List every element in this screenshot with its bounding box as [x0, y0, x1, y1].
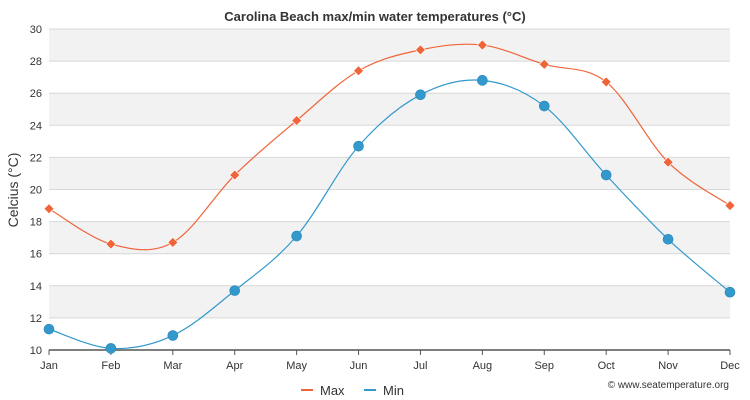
legend-label-min: Min — [383, 383, 404, 398]
x-tick-label: Aug — [473, 360, 493, 372]
legend-item-min[interactable]: Min — [364, 383, 404, 398]
grid-band — [49, 221, 730, 254]
gridlines — [49, 28, 730, 351]
point-max-feb[interactable] — [105, 238, 117, 250]
point-min-dec[interactable] — [724, 286, 736, 298]
grid-band — [49, 93, 730, 126]
y-tick-label: 24 — [30, 120, 42, 132]
x-tick-label: Nov — [658, 360, 678, 372]
point-min-mar[interactable] — [167, 330, 179, 341]
point-min-aug[interactable] — [477, 75, 488, 86]
point-min-jul[interactable] — [415, 89, 426, 101]
x-tick-label: Mar — [163, 360, 182, 372]
point-min-jun[interactable] — [353, 140, 364, 152]
grid-bands — [49, 29, 730, 318]
legend-label-max: Max — [320, 383, 345, 398]
grid-band — [49, 157, 730, 190]
x-tick-label: May — [286, 360, 307, 372]
chart-title: Carolina Beach max/min water temperature… — [224, 9, 525, 24]
x-tick-label: Apr — [226, 360, 243, 372]
y-tick-label: 22 — [30, 152, 42, 164]
point-max-mar[interactable] — [167, 237, 179, 248]
x-tick-label: Jul — [413, 360, 427, 372]
point-max-apr[interactable] — [229, 169, 241, 181]
point-max-dec[interactable] — [724, 200, 736, 211]
point-min-apr[interactable] — [229, 285, 241, 296]
y-tick-label: 28 — [30, 56, 42, 68]
point-max-sep[interactable] — [538, 58, 550, 70]
x-tick-label: Feb — [101, 360, 120, 372]
y-tick-label: 18 — [30, 217, 42, 229]
point-max-jan[interactable] — [43, 203, 55, 215]
grid-band — [49, 29, 730, 62]
x-tick-label: Dec — [720, 360, 740, 372]
y-tick-label: 16 — [30, 249, 42, 261]
legend: Max Min — [301, 383, 404, 398]
y-tick-labels: 10 12 14 16 18 20 22 24 26 28 30 — [30, 24, 42, 357]
x-tick-label: Sep — [534, 360, 554, 372]
point-min-jan[interactable] — [43, 323, 55, 335]
credit-text: © www.seatemperature.org — [608, 380, 729, 391]
y-axis-label: Celcius (°C) — [5, 153, 21, 228]
point-max-oct[interactable] — [600, 76, 612, 88]
series-markers — [43, 39, 736, 354]
point-min-nov[interactable] — [662, 233, 674, 245]
y-tick-label: 12 — [30, 313, 42, 325]
y-tick-label: 30 — [30, 24, 42, 36]
point-max-jun[interactable] — [353, 65, 364, 77]
y-tick-label: 14 — [30, 281, 42, 293]
point-min-sep[interactable] — [538, 100, 550, 112]
x-tick-label: Jun — [350, 360, 368, 372]
y-tick-label: 20 — [30, 185, 42, 197]
y-tick-label: 10 — [30, 345, 42, 357]
series-line-max — [48, 43, 731, 251]
y-tick-label: 26 — [30, 88, 42, 100]
legend-item-max[interactable]: Max — [301, 383, 345, 398]
point-max-may[interactable] — [291, 115, 303, 126]
grid-band — [49, 285, 730, 318]
point-min-may[interactable] — [291, 230, 302, 242]
x-tick-labels: Jan Feb Mar Apr May Jun Jul Aug Sep Oct Nov Dec — [40, 350, 740, 372]
x-tick-label: Oct — [598, 360, 615, 372]
point-max-jul[interactable] — [415, 44, 426, 56]
x-tick-label: Jan — [40, 360, 58, 372]
point-max-aug[interactable] — [476, 39, 488, 51]
point-min-oct[interactable] — [600, 169, 612, 181]
point-max-nov[interactable] — [662, 156, 674, 168]
point-min-feb[interactable] — [105, 343, 117, 354]
